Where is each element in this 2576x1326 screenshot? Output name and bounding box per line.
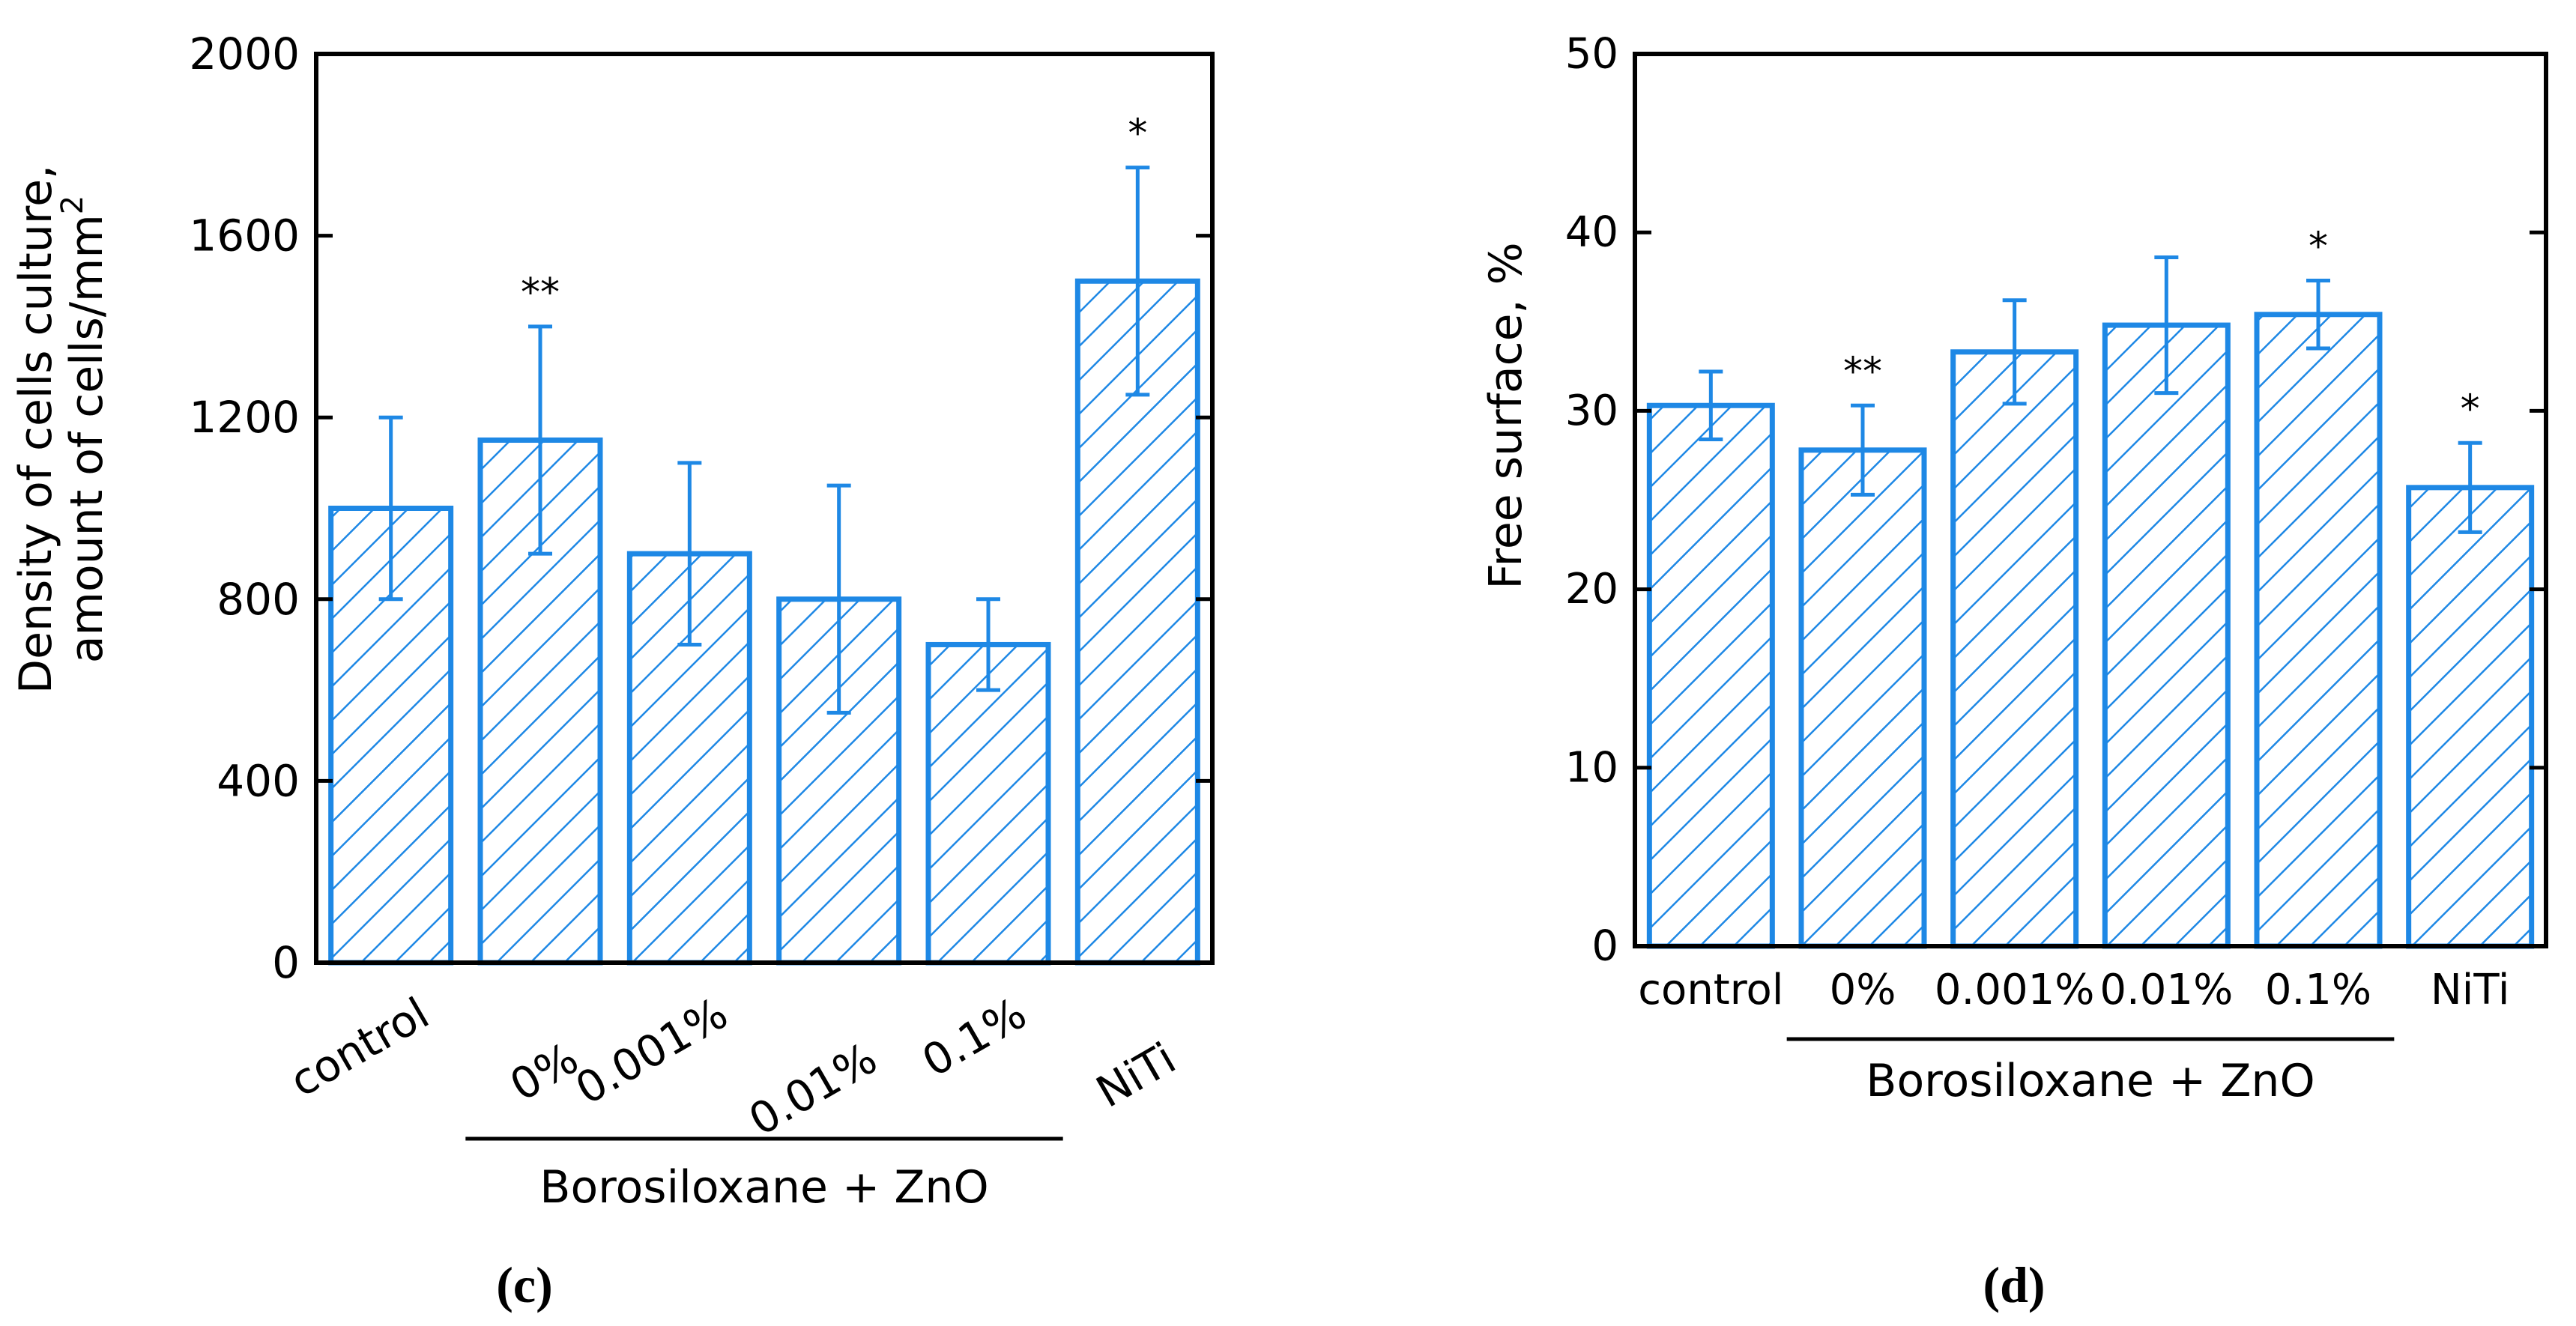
- y-axis-label-c: Density of cells culture, amount of cell…: [10, 165, 113, 694]
- bar-d-3: [2102, 322, 2231, 949]
- plot-frame-c: [314, 52, 1215, 965]
- error-bar-d-5: [2458, 441, 2482, 534]
- bar-group-d: [1646, 312, 2535, 949]
- error-bar-d-0: [1699, 369, 1723, 442]
- y-ticks-d: 0 10 20 30 40 50: [1565, 30, 2546, 971]
- y-tick-label-d-5: 50: [1565, 30, 1618, 79]
- x-tick-label-c-2: 0.001%: [567, 987, 737, 1114]
- plot-frame-d: [1633, 52, 2548, 948]
- error-bar-c-5: [1125, 166, 1150, 397]
- panel-label-c: (c): [496, 1256, 552, 1313]
- y-axis-label-c-line2: amount of cells/mm2: [55, 196, 113, 664]
- error-bar-group-d: [1699, 255, 2482, 534]
- significance-mark-c-1: **: [521, 270, 560, 315]
- error-bar-c-2: [677, 461, 702, 647]
- y-tick-label-d-2: 20: [1565, 565, 1618, 614]
- error-bar-c-0: [378, 415, 403, 602]
- x-tick-label-d-1: 0%: [1830, 966, 1896, 1014]
- annotation-group-d: ****: [1843, 225, 2480, 432]
- group-label-d: Borosiloxane + ZnO: [1866, 1055, 2315, 1107]
- significance-mark-d-5: *: [2461, 387, 2480, 432]
- panel-label-d: (d): [1983, 1256, 2045, 1313]
- x-tick-label-c-4: 0.1%: [913, 987, 1035, 1087]
- bar-d-4: [2254, 312, 2383, 949]
- bar-d-1: [1798, 447, 1927, 949]
- y-tick-label-c-2: 800: [217, 574, 300, 625]
- x-tick-label-c-0: control: [282, 987, 438, 1106]
- error-bar-c-4: [976, 597, 1000, 692]
- significance-mark-d-1: **: [1843, 349, 1882, 394]
- x-tick-label-d-0: control: [1638, 966, 1783, 1014]
- x-tick-label-c-3: 0.01%: [740, 1032, 886, 1145]
- bar-group-c: [328, 278, 1200, 966]
- error-bar-c-1: [528, 324, 552, 556]
- bar-d-0: [1646, 402, 1775, 949]
- annotation-group-c: ***: [521, 112, 1147, 315]
- y-tick-label-c-1: 400: [217, 755, 300, 806]
- x-tick-label-d-5: NiTi: [2431, 966, 2510, 1014]
- error-bar-d-3: [2154, 255, 2179, 396]
- group-label-c: Borosiloxane + ZnO: [539, 1161, 988, 1214]
- y-tick-label-c-3: 1200: [189, 392, 300, 443]
- y-axis-label-d: Free surface, %: [1480, 242, 1532, 589]
- x-tick-label-d-3: 0.01%: [2099, 966, 2233, 1014]
- error-bar-d-1: [1851, 403, 1875, 497]
- bar-d-2: [1950, 349, 2079, 949]
- error-bar-c-3: [826, 483, 851, 715]
- x-tick-labels-d: control 0% 0.001% 0.01% 0.1% NiTi: [1638, 966, 2509, 1014]
- y-tick-label-c-0: 0: [272, 937, 300, 988]
- error-bar-d-2: [2002, 298, 2027, 406]
- significance-mark-c-5: *: [1128, 112, 1147, 157]
- y-axis-label-c-line1: Density of cells culture,: [10, 165, 62, 694]
- bar-c-3: [776, 596, 902, 966]
- x-tick-label-c-5: NiTi: [1088, 1032, 1185, 1118]
- bar-d-5: [2406, 485, 2535, 949]
- x-tick-label-d-2: 0.001%: [1935, 966, 2095, 1014]
- y-tick-label-d-4: 40: [1565, 208, 1618, 257]
- y-axis-label-d-line1: Free surface, %: [1480, 242, 1532, 589]
- y-ticks-c: 0 400 800 1200 1600 2000: [189, 28, 1212, 988]
- y-tick-label-c-5: 2000: [189, 28, 300, 79]
- error-bar-group-c: [378, 166, 1150, 715]
- y-tick-label-d-0: 0: [1591, 922, 1618, 971]
- x-tick-labels-c: control 0%0.001% 0.01% 0.1% NiTi: [282, 987, 1185, 1145]
- bar-c-4: [925, 641, 1051, 966]
- y-tick-label-c-4: 1600: [189, 211, 300, 261]
- y-tick-label-d-1: 10: [1565, 743, 1618, 792]
- x-tick-label-d-4: 0.1%: [2265, 966, 2371, 1014]
- y-tick-label-d-3: 30: [1565, 387, 1618, 435]
- significance-mark-d-4: *: [2309, 225, 2328, 270]
- error-bar-d-4: [2306, 279, 2330, 351]
